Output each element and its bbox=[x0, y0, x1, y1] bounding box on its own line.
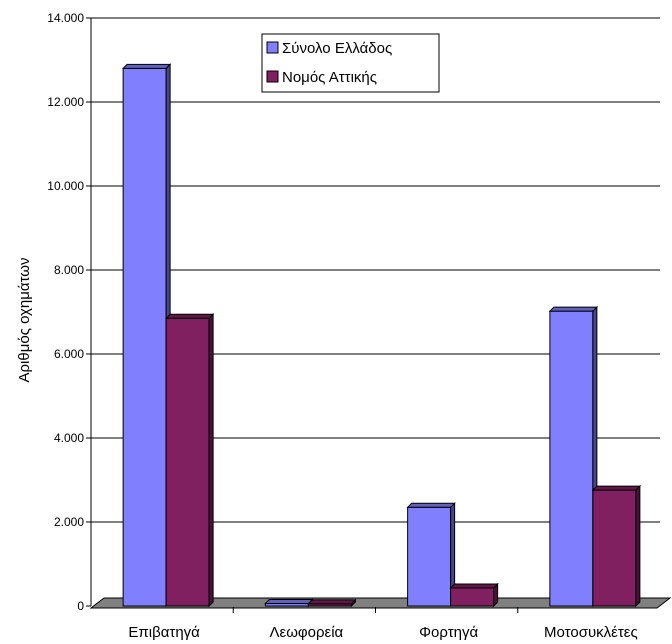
bar-top bbox=[406, 502, 456, 508]
bar-top bbox=[307, 599, 357, 605]
legend: Σύνολο Ελλάδος Νομός Αττικής bbox=[261, 33, 440, 93]
chart-floor bbox=[89, 597, 672, 609]
bar-top bbox=[121, 63, 172, 69]
y-tick-label: 4.000 bbox=[54, 431, 84, 445]
bar-top bbox=[164, 313, 215, 319]
x-tick-label-φορτηγά: Φορτηγά bbox=[419, 624, 478, 641]
bar-top bbox=[449, 583, 499, 589]
y-tick-label: 8.000 bbox=[54, 263, 84, 277]
bar-νομός-αττικής-επιβατηγά bbox=[164, 313, 215, 608]
bar-side bbox=[208, 313, 214, 608]
y-tick-label: 2.000 bbox=[54, 515, 84, 529]
x-tick-label-επιβατηγά: Επιβατηγά bbox=[128, 624, 200, 641]
chart-floor-plane bbox=[89, 597, 672, 609]
x-tick-label-λεωφορεία: Λεωφορεία bbox=[270, 624, 344, 641]
bar-front bbox=[549, 310, 594, 607]
legend-box bbox=[261, 33, 440, 93]
x-tick-label-μοτοσυκλέτες: Μοτοσυκλέτες bbox=[544, 624, 638, 641]
bar-front bbox=[165, 317, 210, 607]
y-tick-label: 10.000 bbox=[47, 179, 84, 193]
bar-σύνολο-ελλάδος-λεωφορεία bbox=[264, 598, 314, 608]
y-tick-label: 6.000 bbox=[54, 347, 84, 361]
y-tick-label: 12.000 bbox=[47, 95, 84, 109]
bar-νομός-αττικής-φορτηγά bbox=[449, 582, 499, 608]
bar-top bbox=[264, 598, 314, 604]
bar-top bbox=[548, 306, 599, 312]
labels: 0 2.000 4.000 6.000 8.000 10.000 12.000 14.000 Ε… bbox=[47, 11, 637, 641]
bar-νομός-αττικής-λεωφορεία bbox=[307, 598, 357, 608]
bar-front bbox=[122, 67, 167, 607]
bar-front bbox=[592, 489, 637, 607]
legend-swatch-attica bbox=[266, 70, 279, 83]
bar-front bbox=[450, 587, 495, 607]
axes bbox=[86, 17, 519, 613]
y-axis-title: Αριθμός οχημάτων bbox=[16, 258, 33, 383]
legend-label-attica: Νομός Αττικής bbox=[282, 69, 377, 86]
bar-front bbox=[407, 506, 452, 607]
bars bbox=[121, 63, 642, 608]
legend-swatch-greece bbox=[266, 41, 279, 54]
legend-label-greece: Σύνολο Ελλάδος bbox=[282, 40, 392, 57]
bar-top bbox=[591, 485, 642, 491]
y-tick-label: 14.000 bbox=[47, 11, 84, 25]
bar-νομός-αττικής-μοτοσυκλέτες bbox=[591, 484, 642, 608]
bar-σύνολο-ελλάδος-επιβατηγά bbox=[121, 63, 172, 608]
y-tick-label: 0 bbox=[77, 599, 84, 613]
bar-σύνολο-ελλάδος-φορτηγά bbox=[406, 502, 456, 608]
bar-σύνολο-ελλάδος-μοτοσυκλέτες bbox=[548, 305, 599, 608]
bar-side bbox=[635, 484, 641, 608]
